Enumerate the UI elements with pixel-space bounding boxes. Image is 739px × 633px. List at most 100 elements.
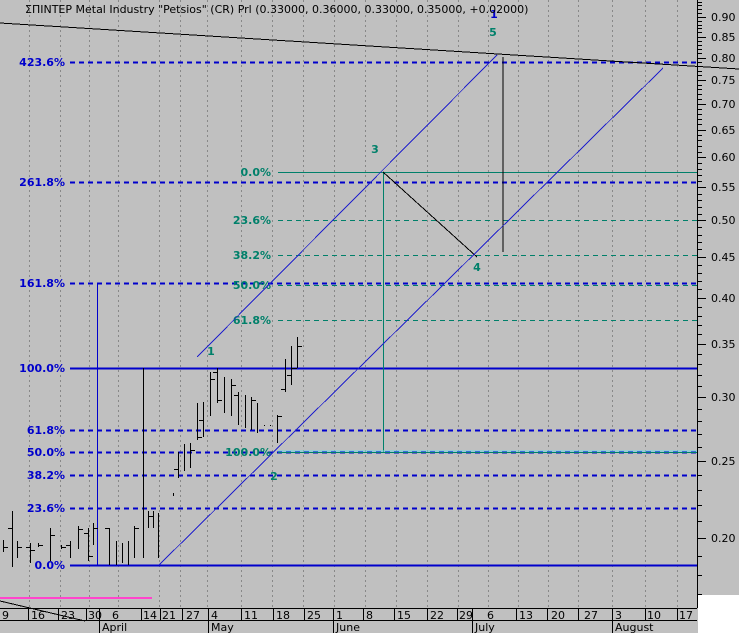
day-label: 13 [519,609,533,622]
price-bars-group [3,337,302,567]
day-label: 23 [61,609,75,622]
price-axis-label: 0.80 [711,52,736,65]
wave-label: 5 [489,26,497,39]
month-label: April [102,621,127,633]
day-label: 8 [366,609,373,622]
price-bar [8,511,13,567]
price-bar [277,415,282,443]
wave-label: 3 [371,143,379,156]
price-bar [149,511,154,528]
price-bar [281,359,286,392]
fib-set-primary-blue: 423.6%261.8%161.8%100.0%61.8%50.0%38.2%2… [19,56,697,572]
price-axis-label: 0.45 [711,251,736,264]
price-bar [50,528,55,561]
fib-level-label: 423.6% [19,56,65,69]
price-axis-label: 0.90 [711,11,736,24]
gridlines-group [29,0,678,608]
fib-level-label: 61.8% [233,314,271,327]
fib-level-label: 100.0% [225,446,271,459]
day-label: 10 [647,609,661,622]
price-axis-label: 0.30 [711,391,736,404]
price-bar [66,541,71,558]
price-bar [3,540,8,552]
price-bar [234,392,239,425]
day-label: 6 [487,609,494,622]
wave-label: 2 [270,470,278,483]
wave-label: 4 [473,261,481,274]
day-label: 22 [430,609,444,622]
price-bar [17,541,22,558]
price-bar [293,337,302,369]
price-axis-label: 0.70 [711,98,736,111]
price-bar [61,545,66,549]
fib-level-label: 261.8% [19,176,65,189]
price-axis-label: 0.40 [711,292,736,305]
day-label: 30 [88,609,102,622]
wave-label: 1 [207,345,215,358]
fib-level-label: 38.2% [27,469,65,482]
price-bar [26,543,35,563]
price-axis-label: 0.25 [711,455,736,468]
date-axis-group: 9 16 23 30 6 14 21 27 4 11 18 25 1 8 15 22 29 6 13 20 27 3 10 1… [0,608,697,633]
fib-level-label: 161.8% [19,277,65,290]
price-bar [105,528,110,565]
fib-level-label: 100.0% [19,362,65,375]
fib-level-label: 50.0% [27,446,65,459]
channel-upper-line [196,54,498,358]
bottom-left-trendline [0,600,86,622]
month-label: May [211,621,234,633]
price-axis-group: 0.90 0.85 0.80 0.75 0.70 0.65 0.60 0.55 0.50 0.45… [697,0,736,608]
wave3-to-4-line [382,171,478,258]
price-axis-label: 0.65 [711,124,736,137]
price-bar [190,443,195,468]
price-axis-label: 0.60 [711,151,736,164]
day-label: 27 [584,609,598,622]
day-label: 3 [615,609,622,622]
month-label: August [615,621,654,633]
price-axis-label: 0.50 [711,214,736,227]
price-bar [197,403,202,440]
fib-level-label: 38.2% [233,249,271,262]
day-label: 15 [397,609,411,622]
month-label: June [335,621,360,633]
price-bar [134,526,139,558]
price-bar [174,452,179,478]
fib-level-label: 50.0% [233,279,271,292]
day-label: 20 [551,609,565,622]
price-bar [38,543,43,547]
price-axis-label: 0.75 [711,74,736,87]
price-axis-label: 0.35 [711,338,736,351]
channel-lower-line [158,67,664,566]
day-label: 11 [244,609,258,622]
fib-level-label: 61.8% [27,424,65,437]
price-axis-label: 0.55 [711,181,736,194]
fib-level-label: 0.0% [240,166,271,179]
day-label: 25 [307,609,321,622]
day-label: 4 [211,609,218,622]
price-bar [231,379,236,416]
fib-set-secondary-teal: 0.0% 23.6% 38.2% 50.0% 61.8% 100.0% [225,166,697,459]
price-bar [84,528,93,561]
price-bar [251,397,256,430]
price-bar [213,368,222,403]
price-bar [199,402,204,437]
day-label: 29 [459,609,473,622]
price-bar [93,523,98,545]
price-bar [78,526,83,549]
fib-level-label: 23.6% [27,502,65,515]
bottom-right-corner [698,595,739,633]
day-label: 9 [2,609,9,622]
price-bar [210,372,215,416]
day-label: 27 [186,609,200,622]
day-label: 6 [112,609,119,622]
fib-level-label: 0.0% [34,559,65,572]
wave-label: 1 [490,8,498,21]
price-axis-label: 0.85 [711,31,736,44]
day-label: 18 [276,609,290,622]
price-axis-label: 0.20 [711,532,736,545]
day-label: 16 [31,609,45,622]
day-label: 1 [336,609,343,622]
